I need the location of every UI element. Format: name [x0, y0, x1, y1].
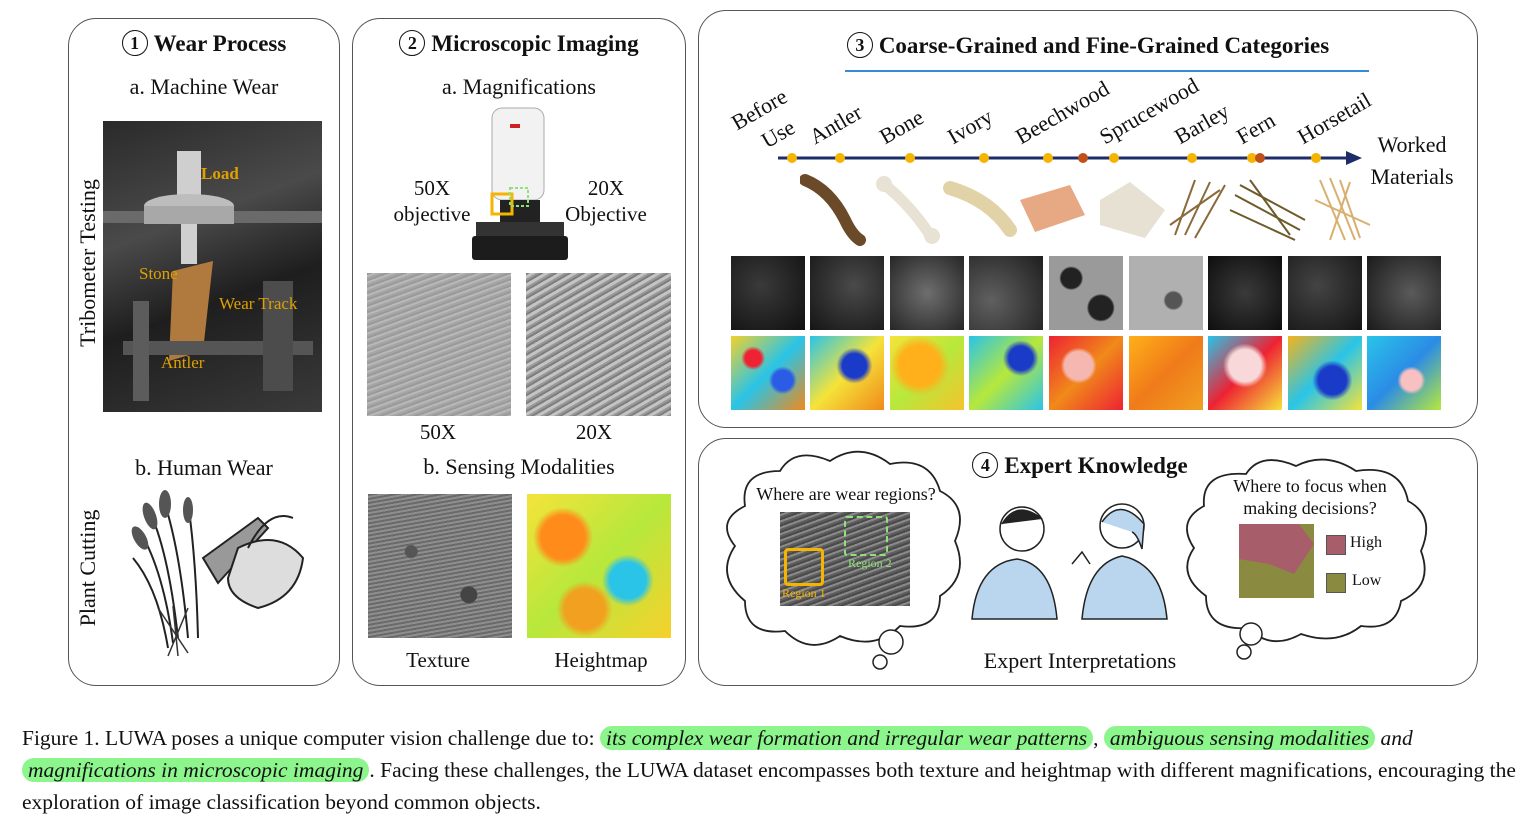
microscope-illustration: [470, 104, 570, 264]
heightmap-tile-bone: [890, 336, 964, 410]
micro-image-20x: [526, 273, 671, 416]
caption-highlight-3: magnifications in microscopic imaging: [22, 758, 370, 782]
objective-50x-line2: objective: [393, 202, 471, 226]
texture-tile-before-use: [731, 256, 805, 330]
wear-regions-image: Region 1 Region 2: [780, 512, 910, 606]
objective-50x-line1: 50X: [413, 176, 451, 200]
micro-image-50x: [367, 273, 511, 416]
legend-low-label: Low: [1352, 572, 1382, 589]
stone-label: Stone: [139, 264, 178, 283]
human-cutting-sketch: [118, 488, 314, 658]
caption-sep-2: and: [1375, 726, 1413, 750]
panel-1-number: 1: [121, 30, 148, 56]
texture-tile-beechwood: [1049, 256, 1123, 330]
worked-materials-line1: Worked: [1377, 132, 1447, 157]
texture-tile-horsetail: [1367, 256, 1441, 330]
panel-2-number: 2: [399, 30, 426, 56]
mag-50x-label: 50X: [419, 420, 457, 444]
material-photos: [800, 174, 1371, 246]
panel-4-number: 4: [972, 452, 999, 478]
heightmap-tile-fern: [1288, 336, 1362, 410]
heightmap-tile-horsetail: [1367, 336, 1441, 410]
heightmap-label: Heightmap: [554, 648, 648, 672]
objective-20x-line2: Objective: [565, 202, 647, 226]
heightmap-tile-beechwood: [1049, 336, 1123, 410]
heightmap-tile-antler: [810, 336, 884, 410]
heightmap-tile-before-use: [731, 336, 805, 410]
legend-high-label: High: [1350, 534, 1382, 551]
texture-tile-antler: [810, 256, 884, 330]
plant-cutting-label: Plant Cutting: [75, 509, 100, 627]
panel-2-title: 2 Microscopic Imaging: [352, 30, 686, 57]
materials-timeline: [778, 151, 1362, 165]
texture-tile-fern: [1288, 256, 1362, 330]
question-focus-line1: Where to focus when: [1233, 476, 1387, 496]
question-focus-line2: making decisions?: [1243, 498, 1377, 518]
texture-label: Texture: [406, 648, 470, 672]
experts-illustration: [971, 503, 1168, 620]
panel-4-title: 4 Expert Knowledge: [900, 452, 1260, 479]
objective-20x-line1: 20X: [587, 176, 625, 200]
machine-wear-label: a. Machine Wear: [129, 74, 279, 99]
texture-image: [368, 494, 512, 638]
title-underline: [845, 70, 1369, 72]
panel-1-title: 1 Wear Process: [68, 30, 340, 57]
texture-tile-sprucewood: [1129, 256, 1203, 330]
texture-tile-bone: [890, 256, 964, 330]
attention-map: [1239, 524, 1314, 598]
region-1-label: Region 1: [782, 586, 826, 600]
heightmap-tile-barley: [1208, 336, 1282, 410]
antler-label: Antler: [161, 353, 205, 372]
expert-interpretations-label: Expert Interpretations: [983, 648, 1177, 673]
legend-high-swatch: [1326, 535, 1346, 555]
sensing-modalities-label: b. Sensing Modalities: [423, 454, 615, 479]
panel-3-number: 3: [846, 32, 873, 58]
legend-low-swatch: [1326, 573, 1346, 593]
panel-3-title: 3 Coarse-Grained and Fine-Grained Categor…: [698, 32, 1478, 59]
region-2-label: Region 2: [848, 556, 892, 570]
worked-materials-line2: Materials: [1370, 164, 1454, 189]
heightmap-tile-ivory: [969, 336, 1043, 410]
texture-tile-ivory: [969, 256, 1043, 330]
wear-track-label: Wear Track: [219, 294, 298, 313]
tribometer-testing-label: Tribometer Testing: [75, 179, 100, 347]
caption-sep-1: ,: [1093, 726, 1104, 750]
texture-tile-barley: [1208, 256, 1282, 330]
region-1-box: [784, 548, 824, 586]
caption-highlight-2: ambiguous sensing modalities: [1103, 726, 1376, 750]
question-wear-regions: Where are wear regions?: [756, 484, 936, 504]
region-2-box: [844, 516, 888, 556]
caption-prefix: Figure 1. LUWA poses a unique computer v…: [22, 726, 600, 750]
mag-20x-label: 20X: [575, 420, 613, 444]
human-wear-label: b. Human Wear: [135, 455, 273, 480]
caption-highlight-1: its complex wear formation and irregular…: [600, 726, 1094, 750]
magnifications-label: a. Magnifications: [442, 74, 596, 99]
heightmap-tile-sprucewood: [1129, 336, 1203, 410]
figure-caption: Figure 1. LUWA poses a unique computer v…: [22, 722, 1522, 818]
load-label: Load: [201, 164, 239, 183]
caption-rest: . Facing these challenges, the LUWA data…: [22, 758, 1516, 814]
heightmap-image: [527, 494, 671, 638]
tribometer-photo: Load Stone Wear Track Antler: [103, 121, 322, 412]
